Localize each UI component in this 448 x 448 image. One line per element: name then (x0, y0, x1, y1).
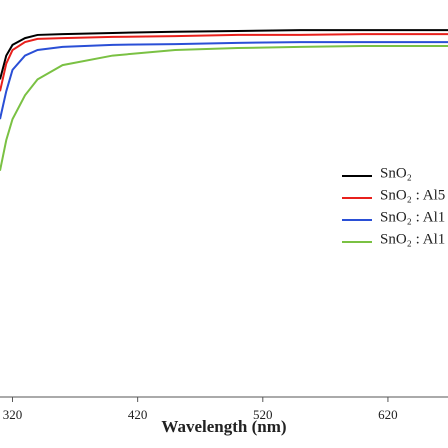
line-series (0, 29, 448, 80)
legend-label: SnO₂ (380, 165, 412, 181)
legend-label: SnO₂ : Al1 (380, 231, 445, 247)
x-tick-label: 520 (253, 407, 273, 422)
x-axis-label: Wavelength (nm) (161, 417, 286, 436)
line-series (0, 41, 448, 120)
x-tick-label: 420 (128, 407, 148, 422)
x-tick-label: 620 (378, 407, 398, 422)
legend-label: SnO₂ : Al1 (380, 209, 445, 225)
line-series (0, 45, 448, 171)
x-tick-label: 320 (3, 407, 23, 422)
legend-label: SnO₂ : Al5 (380, 187, 445, 203)
line-series (0, 33, 448, 92)
